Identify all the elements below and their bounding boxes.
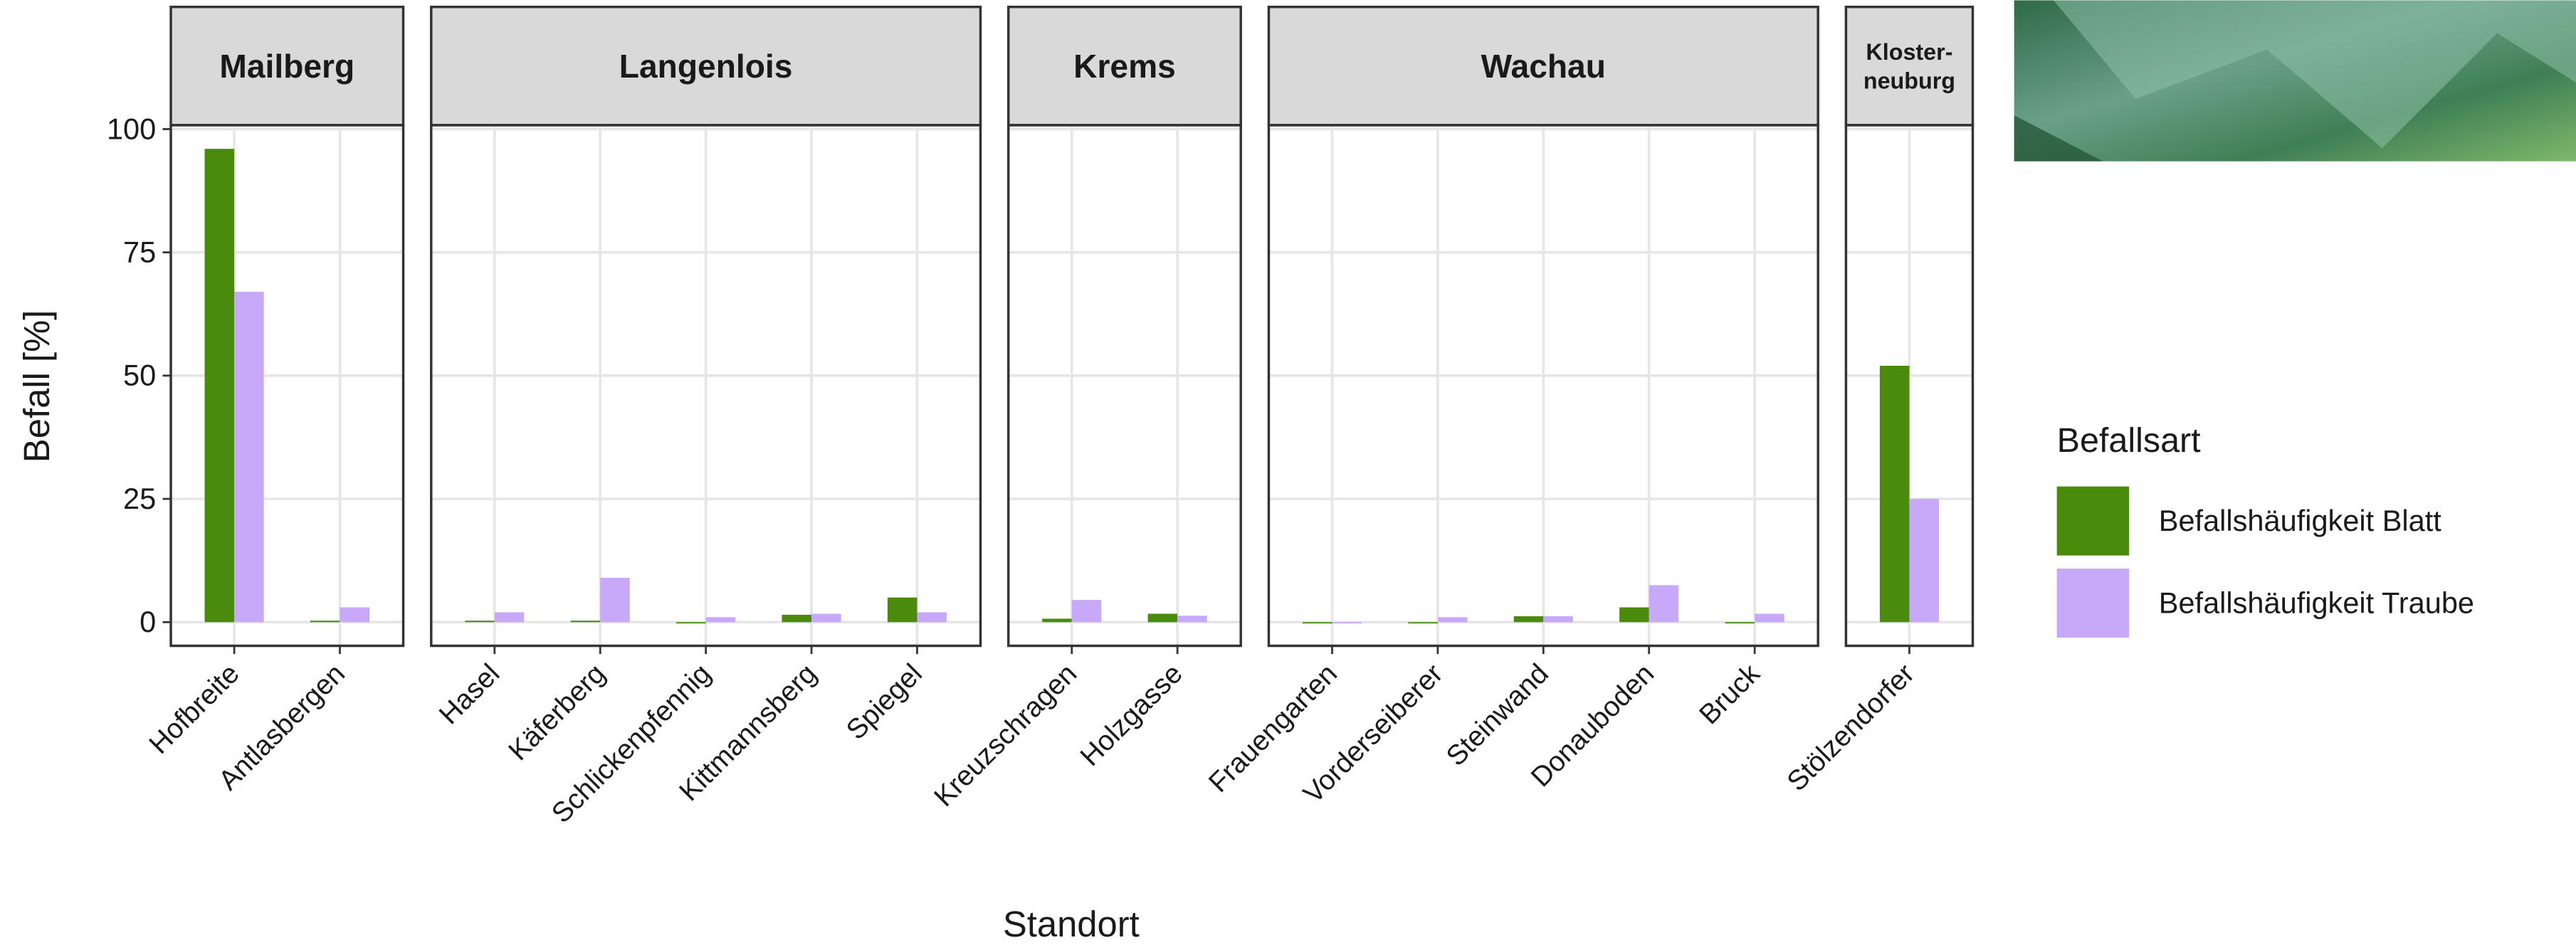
x-tick-label: Käferberg [503,658,611,766]
x-tick-label: Stölzendorfer [1781,658,1920,797]
legend-label: Befallshäufigkeit Traube [2159,586,2474,619]
bar [782,614,812,623]
bar [1513,616,1544,623]
strip-label: Wachau [1481,48,1606,85]
bar [1879,365,1910,623]
bar [1725,622,1755,624]
bar [570,621,601,623]
bar [811,613,841,623]
panel-border [430,124,982,648]
bar [494,612,525,623]
bar [676,622,706,624]
strip-label: Mailberg [219,48,354,85]
bar [204,149,235,623]
legend-title: Befallsart [2057,421,2202,460]
bar [1071,600,1102,623]
strip [1844,5,1975,127]
bar [705,617,736,623]
bar [234,292,264,623]
bar [1042,618,1072,623]
y-tick-label: 100 [107,112,156,145]
y-tick-label: 25 [123,482,156,515]
x-tick-label: Spiegel [840,658,928,746]
bar [917,612,947,623]
bar [1147,613,1178,623]
x-tick-label: Hasel [433,658,505,730]
x-tick-label: Hofbreite [143,658,246,760]
strip [1006,5,1242,127]
x-tick-label: Holzgasse [1074,658,1189,772]
strip-label: Kloster-neuburg [1863,39,1955,93]
strip-label: Langenlois [619,48,793,85]
strip-label: Krems [1073,48,1176,85]
bar [1543,616,1573,623]
bar [1332,622,1362,624]
legend-key [2056,486,2130,556]
bar [1619,607,1649,623]
bar [340,607,370,623]
y-tick-label: 75 [123,235,156,268]
bar [1408,622,1438,624]
bar [1649,585,1679,623]
bar [1755,613,1784,623]
y-tick-label: 0 [140,605,156,638]
x-axis-title: Standort [1003,904,1140,944]
y-tick-label: 50 [123,359,156,392]
bar [1302,622,1332,624]
x-tick-label: Kreuzschragen [928,658,1083,813]
strip [1267,5,1819,127]
bar [600,577,630,623]
panel-background [1008,125,1241,646]
legend-label: Befallshäufigkeit Blatt [2159,504,2442,537]
bar [887,597,918,623]
bar [1177,616,1207,623]
photo [2014,0,2576,162]
bar [465,621,495,623]
y-axis-title: Befall [%] [16,310,57,463]
legend-key [2056,569,2130,638]
strip [430,5,982,127]
bar [1437,617,1468,623]
panel-border [1844,124,1975,648]
bar [1909,499,1939,623]
bar [310,621,340,623]
panel-border [169,124,405,648]
panel-border [1267,124,1819,648]
x-tick-label: Steinwand [1440,658,1555,772]
panel-border [1006,124,1242,648]
x-tick-label: Bruck [1693,658,1766,730]
